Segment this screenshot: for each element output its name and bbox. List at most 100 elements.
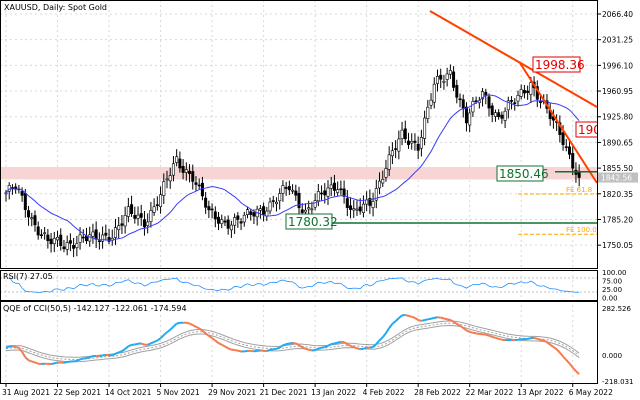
candle — [423, 110, 427, 146]
candle — [59, 228, 63, 251]
current-price-box — [598, 172, 638, 183]
candle — [204, 191, 208, 214]
candle — [133, 206, 137, 224]
candle — [571, 145, 575, 176]
candle — [242, 211, 246, 227]
qqe-segment — [15, 346, 20, 349]
qqe-segment — [350, 345, 355, 349]
y-tick-label: 1996.10 — [602, 61, 633, 70]
y-tick-label: 1820.35 — [602, 190, 633, 199]
qqe-segment — [314, 347, 319, 352]
candle — [342, 180, 346, 204]
candle — [429, 93, 433, 110]
candle-body — [155, 204, 159, 207]
candle — [178, 151, 182, 173]
qqe-segment — [186, 321, 190, 325]
qqe-segment — [488, 334, 493, 338]
candle-body — [326, 187, 330, 197]
candle — [452, 66, 456, 92]
candle — [345, 190, 349, 217]
qqe-segment — [214, 339, 220, 344]
candle-body — [107, 237, 111, 242]
y-tick-label: 1855.50 — [602, 164, 633, 173]
qqe-segment — [224, 345, 229, 350]
candle — [432, 77, 436, 109]
candle-body — [487, 96, 491, 109]
candle-body — [419, 137, 423, 149]
candle — [291, 184, 295, 195]
candle — [526, 85, 530, 100]
candle-body — [23, 193, 27, 210]
candle — [510, 96, 514, 110]
candle-body — [117, 225, 121, 230]
qqe-segment — [189, 322, 194, 326]
qqe-segment — [321, 346, 325, 349]
candle-body — [258, 208, 262, 211]
candle-body — [133, 215, 137, 219]
candle-body — [159, 194, 163, 207]
candle-body — [233, 217, 237, 226]
candle-body — [349, 205, 353, 210]
candle — [43, 227, 47, 240]
qqe-segment — [459, 325, 464, 329]
candle — [142, 210, 146, 236]
resistance-zone — [0, 167, 597, 180]
candle-body — [52, 237, 56, 244]
candle — [516, 90, 520, 107]
candle-body — [130, 204, 134, 214]
candle — [168, 167, 172, 189]
x-tick-label: 28 Feb 2022 — [414, 388, 461, 397]
pane-frame — [0, 0, 598, 269]
qqe-segment — [472, 331, 477, 335]
qqe-segment — [244, 349, 248, 353]
candle-body — [94, 229, 98, 240]
qqe-segment — [453, 320, 458, 325]
candle — [445, 67, 449, 87]
candle-body — [500, 114, 504, 119]
candle-body — [139, 213, 143, 218]
qqe-segment — [298, 344, 303, 349]
qqe-segment — [172, 322, 178, 328]
candle — [371, 192, 375, 217]
qqe-band — [5, 320, 580, 358]
candle — [390, 142, 394, 165]
qqe-segment — [324, 344, 329, 349]
candle-body — [191, 171, 195, 182]
candle-body — [72, 245, 76, 249]
y-tick-label: 1785.20 — [602, 215, 633, 224]
candle-body — [323, 190, 327, 196]
candle — [400, 121, 404, 146]
qqe-segment — [111, 352, 116, 357]
candle — [361, 195, 365, 218]
candle — [207, 200, 211, 219]
y-tick-label: 2066.40 — [602, 10, 633, 19]
fibo-label: FE 61.8 — [566, 186, 592, 194]
price-axis: 2066.40 2031.25 1996.10 1960.95 1925.80 1890.… — [597, 10, 638, 386]
candle-body — [497, 112, 501, 117]
qqe-segment — [79, 357, 84, 361]
candle — [297, 186, 301, 216]
candle-body — [442, 80, 446, 83]
candle — [110, 229, 114, 246]
qqe-segment — [443, 317, 448, 321]
qqe-segment — [552, 346, 558, 351]
candle — [426, 99, 430, 124]
y-tick-label: 1750.05 — [602, 241, 633, 250]
qqe-tick-label: 282.526 — [602, 305, 631, 313]
candle-body — [168, 175, 172, 182]
qqe-segment — [543, 339, 548, 344]
candle-body — [213, 211, 217, 220]
qqe-segment — [295, 342, 300, 347]
candle-body — [188, 170, 192, 174]
x-tick-label: 4 Feb 2022 — [363, 388, 405, 397]
candle — [171, 156, 175, 182]
candle — [548, 103, 552, 126]
candle — [265, 206, 269, 222]
candle-body — [126, 206, 130, 217]
level-box — [532, 56, 581, 73]
candle — [281, 180, 285, 202]
candle-body — [564, 146, 568, 148]
qqe-segment — [555, 348, 561, 354]
candle — [316, 183, 320, 207]
